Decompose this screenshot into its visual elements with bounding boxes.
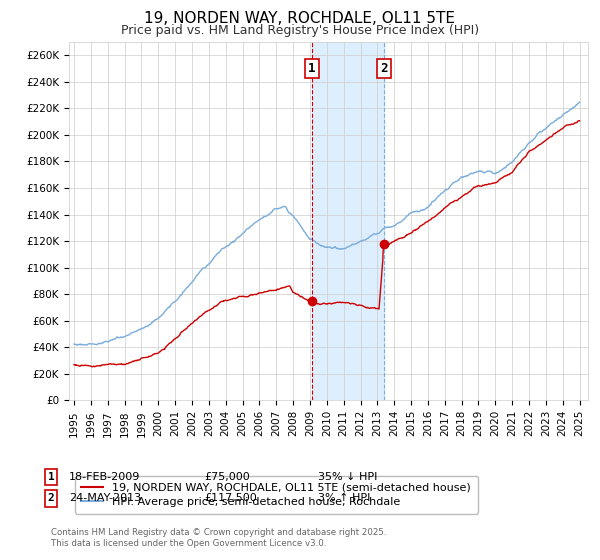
Text: 18-FEB-2009: 18-FEB-2009 bbox=[69, 472, 140, 482]
Text: Contains HM Land Registry data © Crown copyright and database right 2025.
This d: Contains HM Land Registry data © Crown c… bbox=[51, 528, 386, 548]
Text: 2: 2 bbox=[47, 493, 55, 503]
Text: £117,500: £117,500 bbox=[204, 493, 257, 503]
Text: 1: 1 bbox=[308, 62, 316, 75]
Text: 2: 2 bbox=[380, 62, 388, 75]
Legend: 19, NORDEN WAY, ROCHDALE, OL11 5TE (semi-detached house), HPI: Average price, se: 19, NORDEN WAY, ROCHDALE, OL11 5TE (semi… bbox=[74, 476, 478, 514]
Text: 19, NORDEN WAY, ROCHDALE, OL11 5TE: 19, NORDEN WAY, ROCHDALE, OL11 5TE bbox=[145, 11, 455, 26]
Text: 24-MAY-2013: 24-MAY-2013 bbox=[69, 493, 141, 503]
Text: £75,000: £75,000 bbox=[204, 472, 250, 482]
Bar bbox=[312, 42, 384, 400]
Text: 3% ↑ HPI: 3% ↑ HPI bbox=[318, 493, 370, 503]
Text: 35% ↓ HPI: 35% ↓ HPI bbox=[318, 472, 377, 482]
Text: 1: 1 bbox=[47, 472, 55, 482]
Text: Price paid vs. HM Land Registry's House Price Index (HPI): Price paid vs. HM Land Registry's House … bbox=[121, 24, 479, 36]
